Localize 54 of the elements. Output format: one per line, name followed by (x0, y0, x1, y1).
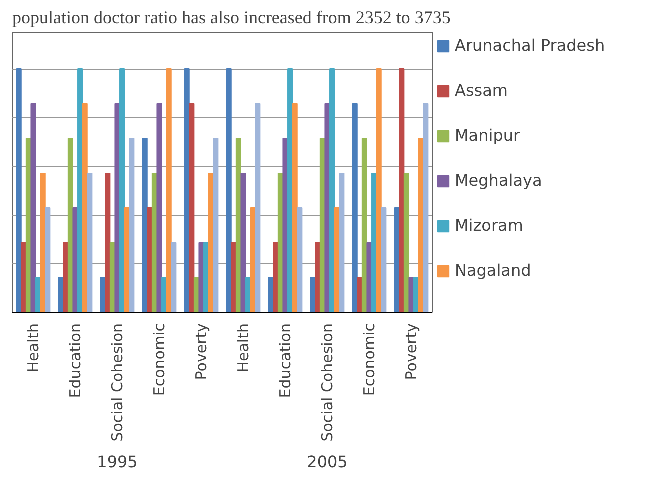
bar (330, 68, 336, 312)
bar (255, 103, 261, 312)
bar (408, 277, 414, 312)
bar (297, 208, 303, 312)
bar (288, 68, 294, 312)
legend-label: Arunachal Pradesh (455, 36, 606, 55)
bar (45, 208, 51, 312)
x-tick-label: Health (234, 323, 252, 373)
bar (372, 172, 378, 312)
bar (189, 103, 195, 312)
bar (30, 103, 36, 312)
bar (120, 68, 126, 312)
bar (114, 103, 120, 312)
legend-label: Nagaland (455, 261, 532, 280)
chart-title: population doctor ratio has also increased from 2352 to 3735 (12, 8, 451, 28)
bar (16, 68, 22, 312)
bar (226, 68, 232, 312)
bar (78, 68, 84, 312)
x-tick-label: Social Cohesion (318, 323, 336, 442)
bar (292, 103, 298, 312)
x-tick-label: Health (24, 323, 42, 373)
x-tick-label: Economic (360, 323, 378, 396)
bar (129, 138, 135, 312)
bar (156, 103, 162, 312)
bar (399, 68, 405, 312)
text: 2005 (307, 452, 348, 472)
x-tick-label: Social Cohesion (108, 323, 126, 442)
bar (339, 172, 345, 312)
x-tick-label: Education (276, 323, 294, 398)
bar (404, 172, 410, 312)
bar (72, 208, 78, 312)
bar (376, 68, 382, 312)
bar (87, 172, 93, 312)
x-tick-label: Economic (150, 323, 168, 396)
x-tick-label: Education (66, 323, 84, 398)
legend-label: Mizoram (455, 216, 524, 235)
text: 1995 (97, 452, 138, 472)
bar (282, 138, 288, 312)
legend-label: Manipur (455, 126, 520, 145)
bar (171, 242, 177, 312)
bar (147, 208, 153, 312)
legend-label: Assam (455, 81, 508, 100)
bar (423, 103, 429, 312)
bar (381, 208, 387, 312)
x-tick-label: Poverty (192, 323, 210, 380)
bar (213, 138, 219, 312)
bar (166, 68, 172, 312)
bar (352, 103, 358, 312)
bar (324, 103, 330, 312)
bar (362, 138, 368, 312)
x-tick-label: Poverty (402, 323, 420, 380)
bar (240, 172, 246, 312)
legend-label: Meghalaya (455, 171, 542, 190)
bar (105, 172, 111, 312)
